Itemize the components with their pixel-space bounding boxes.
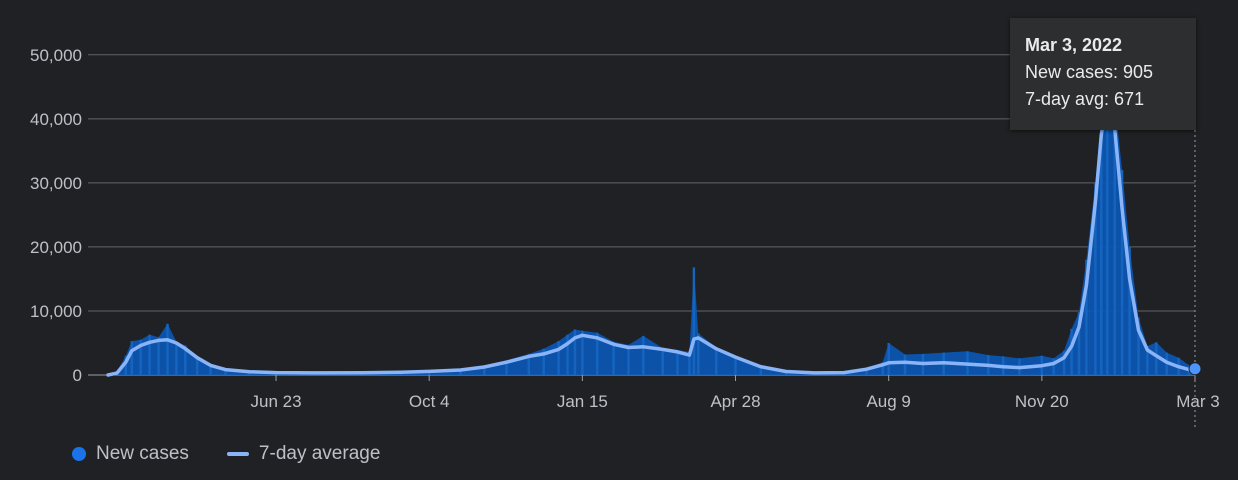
seven-day-average-line [106,94,1197,377]
chart-legend: New cases 7-day average [72,440,380,468]
new-cases-bar [459,369,462,375]
y-tick-label: 50,000 [30,46,82,65]
new-cases-bar [881,362,884,375]
cases-chart: 0 10,000 20,000 30,000 40,000 50,000 Jun 23 Oc… [30,40,1220,430]
new-cases-bar [184,345,187,375]
new-cases-bar [1100,115,1103,375]
x-tick-label: Apr 28 [710,392,760,411]
x-tick-label: Mar 3 [1176,392,1219,411]
new-cases-bar [483,365,486,375]
x-tick-label: Jan 15 [557,392,608,411]
new-cases-bar [566,334,569,375]
new-cases-bar [865,368,868,375]
seven-day-average-series [106,94,1197,377]
new-cases-bar [697,333,700,375]
x-tick-label: Aug 9 [866,392,910,411]
new-cases-bar [166,323,169,375]
new-cases-bar [196,358,199,375]
new-cases-bar [542,348,545,375]
new-cases-bar [224,369,227,375]
y-tick-label: 0 [73,366,82,385]
new-cases-bar [1070,328,1073,375]
new-cases-bar [130,341,133,375]
x-axis-ticks: Jun 23 Oct 4 Jan 15 Apr 28 Aug 9 Nov 20 Mar 3 [251,375,1220,411]
new-cases-bar [692,267,696,375]
new-cases-bar [148,334,151,375]
new-cases-bar [1120,170,1124,375]
new-cases-bar [505,360,508,375]
new-cases-bar [612,341,615,375]
new-cases-bar [1106,74,1109,375]
new-cases-bar [581,330,584,375]
new-cases-legend-swatch [72,447,86,461]
tooltip-date: Mar 3, 2022 [1025,35,1123,55]
new-cases-bar [1155,342,1158,375]
new-cases-bar [734,355,737,375]
y-tick-label: 40,000 [30,110,82,129]
y-tick-label: 30,000 [30,174,82,193]
new-cases-bar [887,343,890,375]
new-cases-bar [1052,358,1055,375]
new-cases-bar [1062,350,1066,375]
new-cases-bar [573,329,577,375]
new-cases-bar [596,332,599,375]
new-cases-bar [1113,99,1116,375]
new-cases-bar [642,335,645,375]
x-tick-label: Nov 20 [1015,392,1069,411]
legend-average[interactable]: 7-day average [258,443,381,464]
new-cases-bar [1085,259,1088,375]
new-cases-bar [1137,317,1140,375]
x-tick-label: Oct 4 [409,392,450,411]
new-cases-bar [661,348,664,375]
new-cases-bar [676,350,679,375]
new-cases-bar [627,344,630,375]
new-cases-bar [1077,312,1081,375]
tooltip-new-cases: New cases: 905 [1025,62,1154,82]
hover-tooltip: Mar 3, 2022 New cases: 905 7-day avg: 67… [1010,18,1196,130]
new-cases-bar [209,366,212,375]
new-cases-bar [157,337,160,375]
new-cases-bar [903,354,907,375]
new-cases-bar [527,353,530,375]
new-cases-bar [175,341,178,375]
y-tick-label: 10,000 [30,302,82,321]
new-cases-bar [139,339,142,375]
new-cases-bar [557,341,560,375]
y-axis-ticks: 0 10,000 20,000 30,000 40,000 50,000 [30,46,82,385]
new-cases-bar [1146,346,1149,375]
new-cases-bar [1094,182,1097,375]
y-tick-label: 20,000 [30,238,82,257]
new-cases-bar [715,347,718,375]
new-cases-bar [124,355,127,375]
new-cases-bar [688,351,691,375]
new-cases-bar [1128,246,1131,375]
new-cases-bar [759,365,762,375]
x-tick-label: Jun 23 [251,392,302,411]
tooltip-average: 7-day avg: 671 [1025,89,1145,109]
hover-point-marker[interactable] [1188,362,1202,376]
legend-new-cases[interactable]: New cases [96,443,189,464]
average-legend-swatch [226,452,249,456]
